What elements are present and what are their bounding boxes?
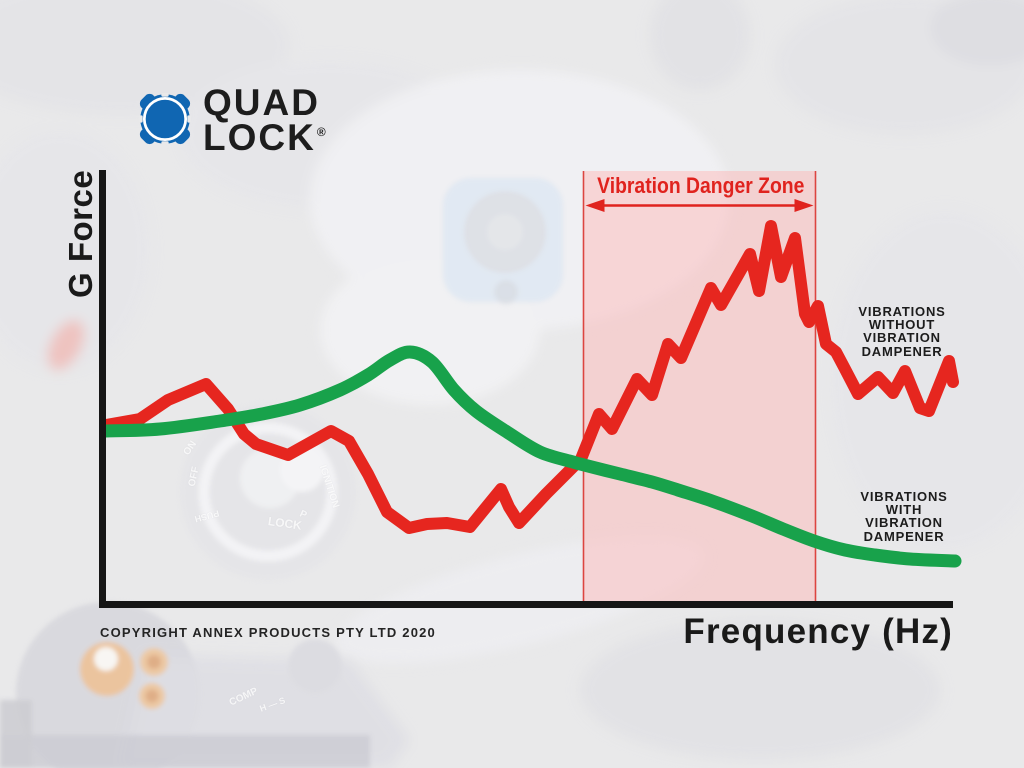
arrow-left-head-icon xyxy=(585,199,605,212)
danger-zone-fill xyxy=(583,171,816,601)
logo-line-quad: QUAD xyxy=(203,82,320,123)
danger-zone-region xyxy=(582,171,817,601)
chart-axes xyxy=(99,170,953,608)
quadlock-logo-text: QUAD LOCK® xyxy=(203,82,326,158)
series-label-with-dampener: VIBRATIONS WITH VIBRATION DAMPENER xyxy=(860,489,948,544)
danger-zone-arrow xyxy=(585,199,814,212)
quadlock-logo-mark-icon xyxy=(139,93,191,145)
quadlock-logo: QUAD LOCK® xyxy=(135,82,326,158)
series-line-with-dampener xyxy=(99,345,962,568)
y-axis-label: G Force xyxy=(62,169,99,298)
arrow-right-head-icon xyxy=(794,199,814,212)
y-axis-line xyxy=(99,170,106,608)
series-label-without-dampener: VIBRATIONS WITHOUT VIBRATION DAMPENER xyxy=(858,304,946,359)
chart-series xyxy=(99,220,962,568)
danger-zone-label: Vibration Danger Zone xyxy=(597,173,805,198)
copyright-text: COPYRIGHT ANNEX PRODUCTS PTY LTD 2020 xyxy=(100,625,436,640)
logo-line-lock: LOCK® xyxy=(203,116,326,158)
series-line-without-dampener xyxy=(100,220,959,534)
registered-mark: ® xyxy=(316,124,326,139)
x-axis-label: Frequency (Hz) xyxy=(683,612,953,651)
x-axis-line xyxy=(99,601,953,608)
